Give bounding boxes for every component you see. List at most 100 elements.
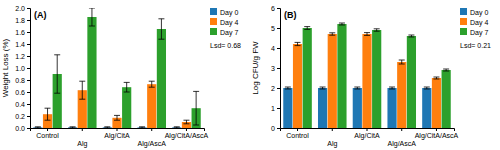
tick-mark xyxy=(367,128,368,131)
tick-mark xyxy=(277,8,280,9)
error-bar xyxy=(139,127,145,128)
tick-label: 0.8 xyxy=(15,77,25,84)
error-bar xyxy=(389,87,395,89)
annotation: Lsd= 0.68 xyxy=(210,42,241,49)
tick: 4 xyxy=(271,45,280,52)
error-bar xyxy=(354,87,360,89)
tick-label: Alg xyxy=(327,140,337,148)
tick: Alg xyxy=(77,128,87,148)
bar xyxy=(318,88,327,128)
panel: 0.00.20.40.60.81.01.21.41.61.82.0Control… xyxy=(1,5,241,148)
tick-label: 2.0 xyxy=(15,5,25,12)
tick-mark xyxy=(27,8,30,9)
tick-mark xyxy=(27,44,30,45)
tick: Alg/CitA/AscA xyxy=(415,128,459,140)
error-bar xyxy=(104,127,110,128)
tick: 5 xyxy=(271,25,280,32)
bar xyxy=(442,70,451,128)
series xyxy=(293,33,441,128)
tick-mark xyxy=(277,88,280,89)
tick-mark xyxy=(27,116,30,117)
tick: 1.0 xyxy=(15,65,30,72)
tick: 2.0 xyxy=(15,5,30,12)
legend-swatch xyxy=(210,8,217,15)
tick-label: 6 xyxy=(271,5,275,12)
tick: Alg/CitA xyxy=(354,128,380,140)
tick-mark xyxy=(27,104,30,105)
tick-label: Alg/CitA/AscA xyxy=(165,132,209,140)
tick-label: 3 xyxy=(271,65,275,72)
legend-swatch xyxy=(460,28,467,35)
tick-mark xyxy=(47,128,48,131)
series xyxy=(53,8,201,128)
axis-line xyxy=(281,129,455,132)
tick-label: Alg xyxy=(77,140,87,148)
tick: Alg xyxy=(327,128,337,148)
legend-label: Day 4 xyxy=(470,19,488,27)
series xyxy=(303,23,451,128)
bar xyxy=(397,62,406,128)
tick-mark xyxy=(27,92,30,93)
tick-mark xyxy=(82,128,83,131)
bar xyxy=(172,127,181,128)
tick-label: 0.2 xyxy=(15,113,25,120)
axis-line xyxy=(277,9,281,129)
y-axis-title: Weight Loss (%) xyxy=(1,38,10,97)
error-bar xyxy=(149,81,155,87)
tick-label: Alg/CitA/AscA xyxy=(415,132,459,140)
error-bar xyxy=(304,27,310,30)
tick: 0.4 xyxy=(15,101,30,108)
y-axis: 0.00.20.40.60.81.01.21.41.61.82.0 xyxy=(15,5,30,132)
legend-label: Day 0 xyxy=(470,9,488,17)
error-bar xyxy=(285,87,291,89)
tick-mark xyxy=(401,128,402,131)
bar xyxy=(362,34,371,128)
tick-label: 0.0 xyxy=(15,125,25,132)
legend-label: Day 7 xyxy=(470,29,488,37)
tick: 6 xyxy=(271,5,280,12)
panel: 0123456ControlAlgAlg/CitAAlg/AscAAlg/Cit… xyxy=(251,5,491,148)
tick-mark xyxy=(27,56,30,57)
bar xyxy=(283,88,292,128)
bar xyxy=(353,88,362,128)
error-bar xyxy=(124,82,130,92)
error-bar xyxy=(158,19,164,39)
legend-swatch xyxy=(210,28,217,35)
error-bar xyxy=(374,29,380,31)
tick-mark xyxy=(277,48,280,49)
tick-mark xyxy=(297,128,298,131)
tick-label: 2 xyxy=(271,85,275,92)
tick-label: 1 xyxy=(271,105,275,112)
tick: 0.6 xyxy=(15,89,30,96)
figure: 0.00.20.40.60.81.01.21.41.61.82.0Control… xyxy=(0,0,500,150)
tick-label: 1.0 xyxy=(15,65,25,72)
legend-label: Day 0 xyxy=(220,9,238,17)
title: (B) xyxy=(284,10,297,20)
bar xyxy=(372,30,381,128)
bar xyxy=(137,127,146,128)
error-bar xyxy=(329,33,335,35)
series xyxy=(43,81,191,128)
error-bar xyxy=(174,127,180,128)
tick-label: Control xyxy=(36,132,59,139)
tick-label: 4 xyxy=(271,45,275,52)
tick-label: 1.8 xyxy=(15,17,25,24)
error-bar xyxy=(70,127,76,128)
tick-label: 1.6 xyxy=(15,29,25,36)
error-bar xyxy=(399,60,405,64)
bar xyxy=(157,29,166,128)
x-axis: ControlAlgAlg/CitAAlg/AscAAlg/CitA/AscA xyxy=(31,128,209,148)
tick-mark xyxy=(436,128,437,131)
error-bar xyxy=(364,33,370,36)
error-bar xyxy=(45,108,51,120)
tick: 1.2 xyxy=(15,53,30,60)
error-bar xyxy=(89,8,95,26)
tick-label: Alg/AscA xyxy=(388,140,417,148)
bar xyxy=(122,87,131,128)
tick-label: Control xyxy=(286,132,309,139)
bar xyxy=(147,84,156,128)
tick-mark xyxy=(27,128,30,129)
tick: Alg/AscA xyxy=(138,128,167,148)
tick: 1.8 xyxy=(15,17,30,24)
annotation: Lsd= 0.21 xyxy=(460,42,491,49)
